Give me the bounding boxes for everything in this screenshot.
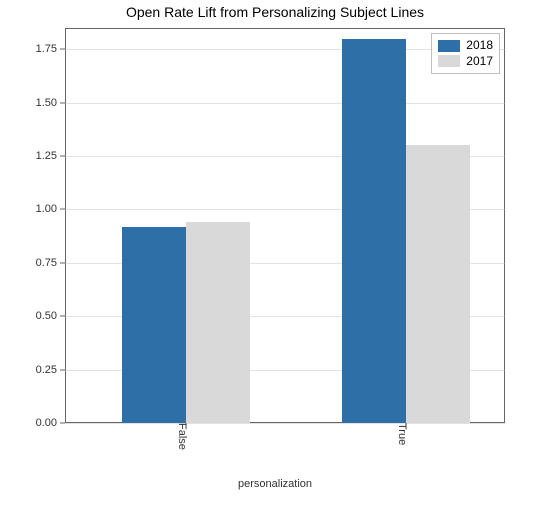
gridline (65, 423, 505, 424)
ytick-label: 0.25 (36, 364, 65, 376)
legend-item: 2017 (438, 54, 493, 70)
legend-item: 2018 (438, 38, 493, 54)
xtick-label: False (176, 423, 196, 450)
chart-container: Open Rate Lift from Personalizing Subjec… (0, 0, 550, 507)
axis-border (65, 28, 505, 29)
bar (406, 145, 470, 423)
plot-area: 0.000.250.500.751.001.251.501.75FalseTru… (65, 28, 505, 423)
legend-label: 2017 (466, 54, 493, 70)
ytick-label: 0.50 (36, 310, 65, 322)
legend-swatch (438, 55, 460, 67)
ytick-label: 1.50 (36, 97, 65, 109)
gridline (65, 103, 505, 104)
ytick-label: 1.00 (36, 203, 65, 215)
ytick-label: 1.75 (36, 43, 65, 55)
xtick-label: True (396, 423, 416, 445)
ytick-label: 0.00 (36, 417, 65, 429)
bar (186, 222, 250, 423)
legend: 20182017 (431, 33, 500, 74)
ytick-label: 0.75 (36, 257, 65, 269)
legend-label: 2018 (466, 38, 493, 54)
bar (122, 227, 186, 423)
ytick-label: 1.25 (36, 150, 65, 162)
axis-border (504, 28, 505, 423)
bar (342, 39, 406, 423)
axis-border (65, 28, 66, 423)
x-axis-label: personalization (0, 478, 550, 490)
chart-title: Open Rate Lift from Personalizing Subjec… (0, 4, 550, 20)
legend-swatch (438, 40, 460, 52)
